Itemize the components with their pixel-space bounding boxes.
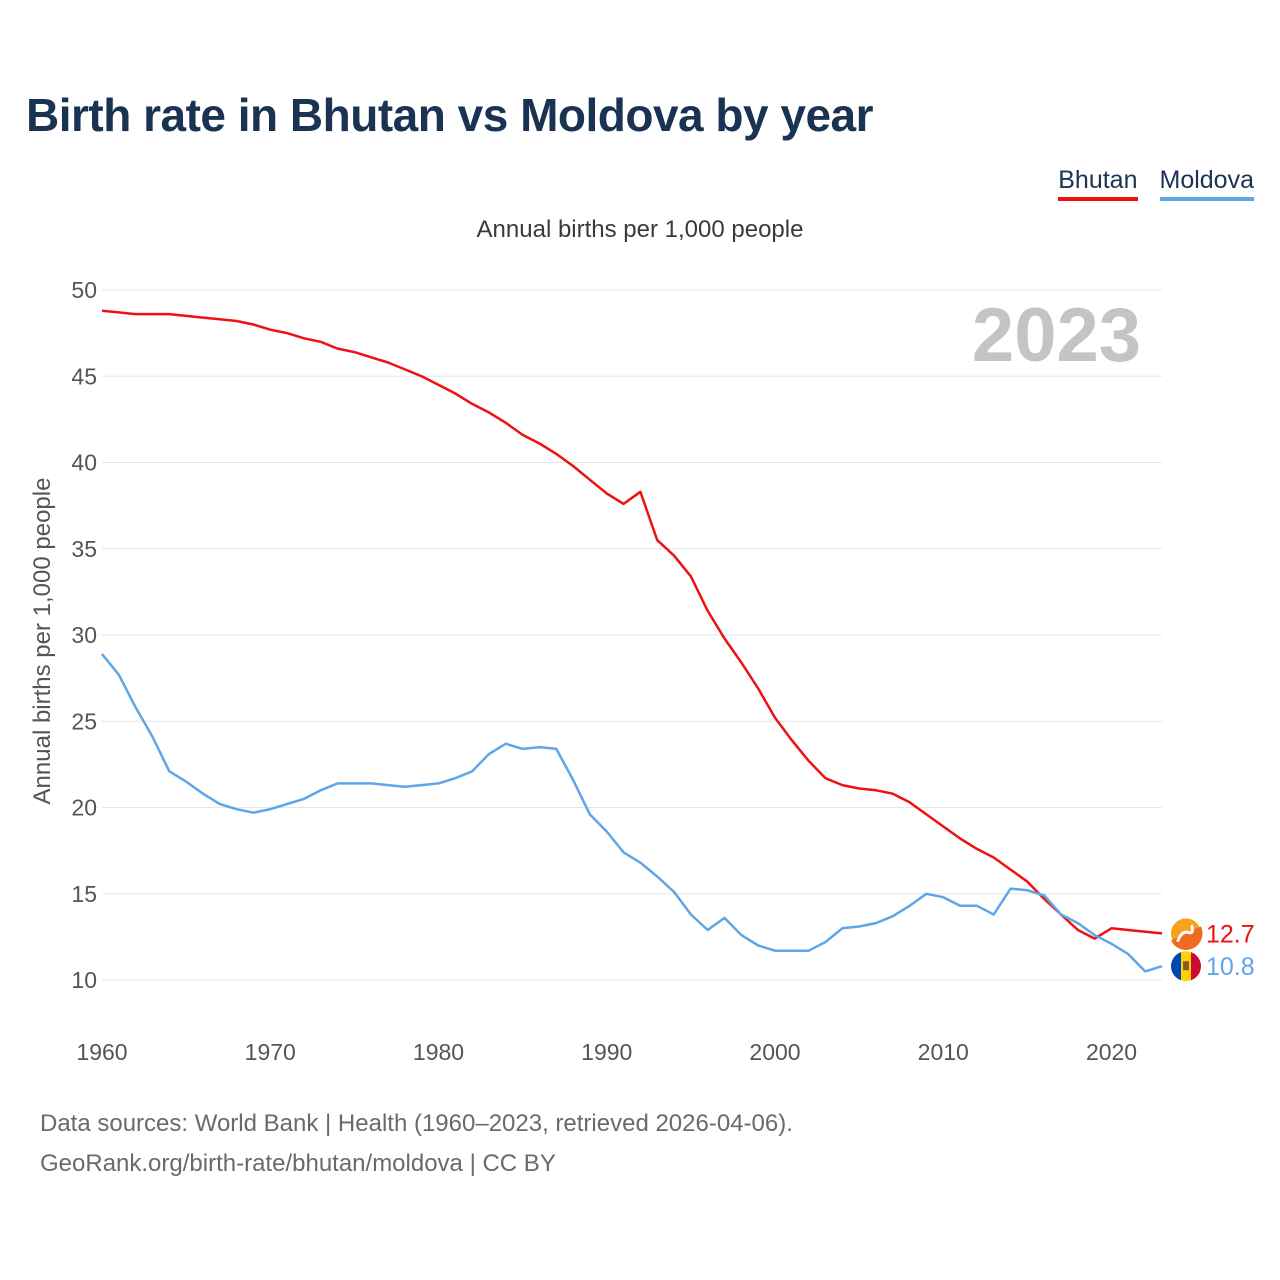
x-tick-label: 2020: [1086, 1039, 1137, 1065]
end-value-label-bhutan: 12.7: [1206, 920, 1255, 948]
x-tick-label: 2000: [749, 1039, 800, 1065]
y-tick-label: 50: [71, 277, 97, 303]
chart-title: Birth rate in Bhutan vs Moldova by year: [26, 89, 874, 141]
series-end-markers: 12.7 10.8: [1171, 918, 1255, 982]
bhutan-flag-half-icon: [1171, 926, 1203, 950]
y-axis-label: Annual births per 1,000 people: [29, 478, 56, 805]
x-tick-label: 2010: [918, 1039, 969, 1065]
end-marker-bhutan: 12.7: [1171, 918, 1255, 950]
end-value-label-moldova: 10.8: [1206, 953, 1255, 981]
y-tick-label: 40: [71, 450, 97, 476]
data-source-footer: Data sources: World Bank | Health (1960–…: [40, 1104, 793, 1184]
y-tick-label: 10: [71, 967, 97, 993]
legend-item-moldova[interactable]: Moldova: [1159, 166, 1254, 201]
series-lines: [101, 309, 1163, 973]
y-tick-label: 45: [71, 363, 97, 389]
bhutan-dragon-icon: [1176, 924, 1194, 942]
line-chart: 10 15 20 25 30 35 40 45 50 1960 1970 1980 1990 2000 2…: [29, 277, 1255, 1065]
end-marker-moldova: 10.8: [1171, 951, 1255, 982]
y-tick-label: 30: [71, 622, 97, 648]
x-tick-label: 1960: [76, 1039, 127, 1065]
x-tick-label: 1970: [245, 1039, 296, 1065]
series-line-bhutan[interactable]: [101, 309, 1163, 940]
x-axis-ticks: 1960 1970 1980 1990 2000 2010 2020: [76, 1039, 1137, 1065]
y-tick-label: 35: [71, 536, 97, 562]
x-tick-label: 1980: [413, 1039, 464, 1065]
gridlines: [102, 289, 1162, 981]
legend: Bhutan Moldova: [1058, 166, 1254, 201]
y-tick-label: 25: [71, 708, 97, 734]
x-tick-label: 1990: [581, 1039, 632, 1065]
y-tick-label: 20: [71, 795, 97, 821]
y-axis-ticks: 10 15 20 25 30 35 40 45 50: [71, 277, 97, 993]
year-watermark: 2023: [972, 293, 1141, 378]
moldova-flag-icon: [1171, 951, 1201, 982]
legend-item-bhutan[interactable]: Bhutan: [1058, 166, 1138, 201]
y-tick-label: 15: [71, 881, 97, 907]
source-line: Data sources: World Bank | Health (1960–…: [40, 1110, 793, 1137]
license-line[interactable]: GeoRank.org/birth-rate/bhutan/moldova | …: [40, 1150, 556, 1177]
series-line-moldova[interactable]: [101, 653, 1163, 973]
chart-subtitle: Annual births per 1,000 people: [476, 216, 804, 243]
